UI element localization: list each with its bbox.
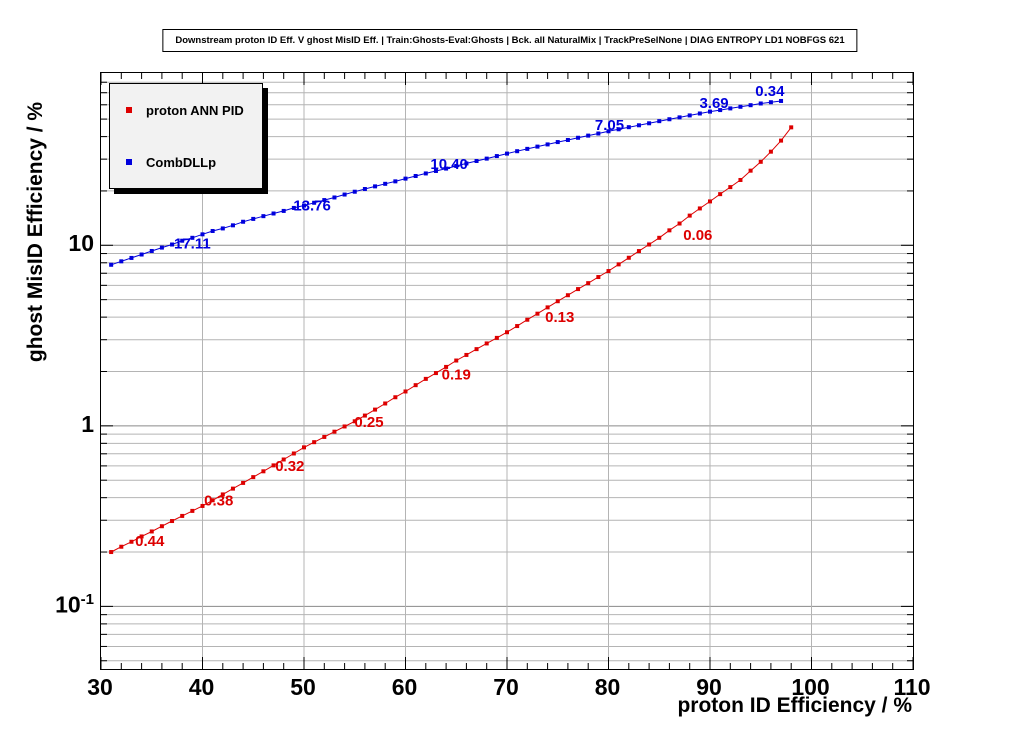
plot-title: Downstream proton ID Eff. V ghost MisID … xyxy=(162,29,858,52)
legend-label: CombDLLp xyxy=(146,154,217,170)
svg-text:7.05: 7.05 xyxy=(595,117,624,134)
x-tick-label: 90 xyxy=(696,674,722,700)
svg-text:0.44: 0.44 xyxy=(135,533,165,550)
plot-title-text: Downstream proton ID Eff. V ghost MisID … xyxy=(175,35,845,46)
y-tick-label: 1 xyxy=(81,410,94,437)
red-square-marker-icon xyxy=(126,107,132,113)
legend-item-combdllp: CombDLLp xyxy=(110,136,262,188)
x-tick-label: 30 xyxy=(87,674,113,700)
svg-text:10.40: 10.40 xyxy=(430,156,468,173)
y-tick-label: 10 xyxy=(68,230,94,257)
x-tick-label: 70 xyxy=(493,674,519,700)
svg-text:13.76: 13.76 xyxy=(293,198,331,215)
plot-area: 0.44 0.38 0.32 0.25 0.19 0.13 0.06 17.11 13.76 10… xyxy=(100,72,914,670)
svg-text:0.25: 0.25 xyxy=(354,414,383,431)
x-tick-label: 110 xyxy=(893,674,931,700)
chart-canvas: 0.44 0.38 0.32 0.25 0.19 0.13 0.06 17.11 13.76 10… xyxy=(101,73,913,669)
legend: proton ANN PID CombDLLp xyxy=(109,83,263,189)
svg-text:0.32: 0.32 xyxy=(275,458,304,475)
svg-text:0.13: 0.13 xyxy=(545,309,574,326)
x-tick-label: 40 xyxy=(188,674,215,700)
x-tick-label: 50 xyxy=(290,674,316,700)
svg-text:0.06: 0.06 xyxy=(683,227,712,244)
svg-text:3.69: 3.69 xyxy=(699,95,728,112)
svg-text:0.38: 0.38 xyxy=(204,493,233,510)
y-tick-label: 10-1 xyxy=(55,591,94,619)
blue-square-marker-icon xyxy=(126,159,132,165)
x-tick-label: 100 xyxy=(791,674,830,700)
legend-label: proton ANN PID xyxy=(146,102,244,118)
x-axis-title: proton ID Efficiency / % xyxy=(677,694,912,717)
x-tick-label: 60 xyxy=(391,674,418,700)
svg-text:0.34: 0.34 xyxy=(755,83,785,100)
x-tick-label: 80 xyxy=(594,674,621,700)
legend-item-proton-ann-pid: proton ANN PID xyxy=(110,84,262,136)
svg-text:0.19: 0.19 xyxy=(442,366,471,383)
svg-text:17.11: 17.11 xyxy=(174,236,211,253)
